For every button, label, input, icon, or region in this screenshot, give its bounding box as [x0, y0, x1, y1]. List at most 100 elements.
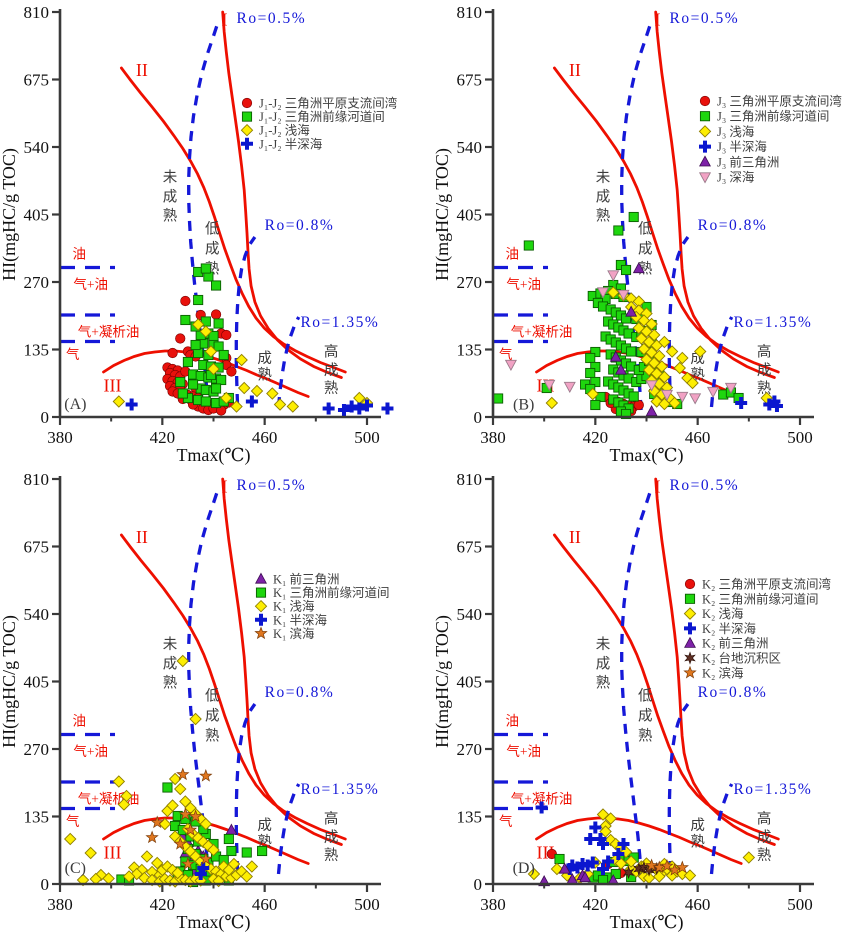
x-axis-title: Tmax(℃): [176, 912, 250, 933]
maturity-stage-label: 熟: [757, 380, 772, 397]
x-tick-label: 500: [354, 428, 380, 447]
zone-label: 气: [66, 347, 80, 362]
maturity-stage-label: 未: [163, 636, 178, 653]
y-tick-label: 540: [457, 138, 483, 157]
x-tick-label: 420: [583, 895, 609, 914]
ro-curve-Ro08: [234, 703, 257, 872]
x-tick-label: 460: [685, 895, 711, 914]
panel-c-hi-tmax-plot: 油气+油 气+凝析油气 I II III Ro=0.5% Ro=0.8% Ro=1.35% 未成…: [0, 467, 433, 933]
maturity-stage-label: 成: [205, 708, 220, 725]
y-tick-label: 0: [474, 408, 483, 427]
legend-entry-label: K₁ 半深海: [273, 612, 328, 627]
y-axis-title: HI(mgHC/g TOC): [0, 148, 20, 281]
x-axis-title: Tmax(℃): [609, 445, 683, 466]
maturity-stage-label: 未: [596, 636, 611, 653]
axes-B: 380 420 460 500 0 135 270 405 540 675 810 Tmax(℃) HI…: [432, 3, 814, 466]
ro-curve-Ro08: [667, 703, 690, 872]
maturity-stage-label: 熟: [163, 208, 178, 225]
y-tick-label: 810: [24, 470, 50, 489]
kerogen-type-label: I: [222, 477, 228, 497]
ro-curves-A: Ro=0.5% Ro=0.8% Ro=1.35%: [187, 10, 378, 411]
series-C-4-star5: [145, 767, 213, 870]
ro-curve-Ro135: [709, 783, 734, 875]
maturity-stage-label: 熟: [757, 847, 772, 864]
zone-label: 油: [72, 247, 86, 262]
x-tick-label: 420: [150, 895, 176, 914]
y-tick-label: 135: [457, 341, 483, 360]
legend-entry-label: J₁-J₂ 半深海: [259, 136, 323, 151]
panel-letter-label: (D): [513, 860, 535, 877]
legend-entry-label: J₃ 三角洲平原支流间湾: [717, 94, 842, 109]
maturity-stage-label: 熟: [638, 728, 653, 745]
axes-D: 380 420 460 500 0 135 270 405 540 675 810 Tmax(℃) HI…: [432, 470, 814, 933]
y-tick-label: 810: [24, 3, 50, 22]
ro-curve-Ro05: [187, 488, 220, 878]
panel-b-hi-tmax-plot: 油气+油气+凝析油气IIIIIIRo=0.5%Ro=0.8%Ro=1.35%未成…: [432, 0, 866, 466]
legend-entry-label: J₃ 半深海: [717, 139, 767, 154]
series-C-3-plus: [194, 862, 210, 880]
y-tick-label: 540: [24, 605, 50, 624]
legend-entry-label: K₁ 前三角洲: [273, 572, 340, 587]
ro-label: Ro=1.35%: [733, 781, 812, 798]
legend-entry-label: K₂ 浅海: [702, 606, 744, 621]
maturity-stage-label: 熟: [690, 834, 705, 851]
y-tick-label: 675: [457, 71, 483, 90]
y-tick-label: 405: [24, 673, 50, 692]
maturity-stage-label: 低: [638, 221, 653, 238]
zone-label: 气: [66, 814, 80, 829]
kerogen-curve-II: [120, 66, 347, 374]
series-B-4-tri_up: [609, 262, 658, 417]
ro-label: Ro=1.35%: [300, 781, 379, 798]
y-tick-label: 405: [457, 673, 483, 692]
x-axis-title: Tmax(℃): [609, 912, 683, 933]
ro-label: Ro=1.35%: [733, 314, 812, 331]
series-B-3-plus: [735, 395, 783, 412]
legend-entry-label: K₁ 浅海: [273, 599, 315, 614]
kerogen-type-label: III: [103, 843, 121, 863]
maturity-stage-label: 高: [324, 811, 339, 828]
kerogen-type-label: III: [103, 376, 121, 396]
y-axis-title: HI(mgHC/g TOC): [433, 148, 453, 281]
x-tick-label: 500: [787, 428, 813, 447]
zone-label: 气: [499, 347, 513, 362]
zone-label: 气+油: [73, 744, 108, 759]
maturity-stage-label: 熟: [163, 675, 178, 692]
x-tick-label: 460: [685, 428, 711, 447]
maturity-stage-label: 熟: [638, 261, 653, 278]
y-tick-label: 810: [457, 470, 483, 489]
ro-label: Ro=0.8%: [265, 684, 335, 701]
y-tick-label: 540: [457, 605, 483, 624]
x-tick-label: 420: [583, 428, 609, 447]
legend-entry-label: J₃ 前三角洲: [717, 154, 779, 169]
maturity-stage-label: 高: [757, 344, 772, 361]
legend-entry-label: J₃ 三角洲前缘河道间: [717, 109, 829, 124]
maturity-stage-label: 成: [257, 350, 272, 367]
legend-entry-label: J₁-J₂ 浅海: [259, 123, 310, 138]
maturity-stage-label: 成: [163, 655, 178, 672]
y-tick-label: 270: [457, 273, 483, 292]
panel-B-svg: 油气+油气+凝析油气IIIIIIRo=0.5%Ro=0.8%Ro=1.35%未成…: [432, 3, 842, 466]
maturity-stage-label: 成: [757, 362, 772, 379]
ro-curve-Ro135: [276, 316, 301, 408]
ro-label: Ro=0.8%: [698, 217, 768, 234]
zone-label: 气: [499, 814, 513, 829]
x-axis-title: Tmax(℃): [176, 445, 250, 466]
maturity-stage-label: 成: [638, 708, 653, 725]
y-tick-label: 135: [457, 808, 483, 827]
maturity-stage-label: 低: [205, 688, 220, 705]
x-tick-label: 500: [354, 895, 380, 914]
kerogen-type-label: I: [655, 10, 661, 30]
x-tick-label: 380: [47, 895, 73, 914]
panel-C-svg: 油气+油气+凝析油气IIIIIIRo=0.5%Ro=0.8%Ro=1.35%未成…: [0, 470, 390, 933]
ro-curve-Ro05: [620, 21, 653, 411]
panel-D-svg: 油气+油气+凝析油气IIIIIIRo=0.5%Ro=0.8%Ro=1.35%未成…: [432, 470, 831, 933]
legend-entry-label: K₂ 半深海: [702, 621, 757, 636]
kerogen-type-label: II: [136, 60, 148, 80]
maturity-stage-label: 成: [690, 817, 705, 834]
